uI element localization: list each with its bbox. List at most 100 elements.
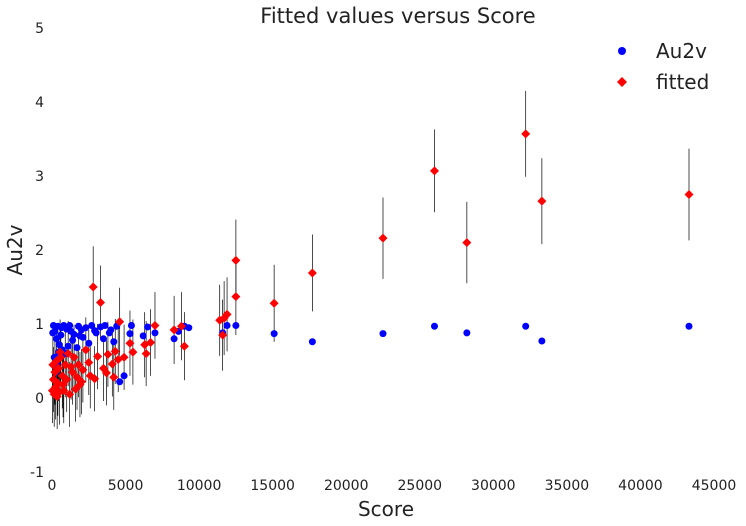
y-tick-label: -1: [30, 465, 44, 481]
y-tick-label: 2: [35, 243, 44, 259]
fitted-point: [521, 129, 531, 139]
fitted-point: [150, 320, 160, 330]
observed-point: [97, 323, 105, 331]
observed-point: [55, 341, 63, 349]
legend: Au2v fitted: [617, 39, 709, 94]
fitted-point: [48, 375, 58, 384]
y-tick-labels: -1 0 1 2 3 4 5: [30, 21, 44, 481]
y-axis-label: Au2v: [3, 224, 27, 275]
fitted-point: [66, 362, 76, 372]
fitted-point: [101, 368, 111, 378]
fitted-point: [75, 380, 85, 390]
observed-point: [430, 322, 438, 330]
observed-point: [73, 344, 81, 352]
fitted-point: [72, 372, 82, 382]
observed-point: [91, 327, 99, 335]
fitted-point: [55, 347, 65, 357]
x-axis-label: Score: [358, 497, 414, 521]
observed-point: [69, 336, 77, 344]
fitted-point: [96, 298, 106, 308]
observed-point: [151, 329, 159, 337]
fitted-point: [269, 298, 279, 308]
fitted-point: [58, 380, 68, 390]
observed-point: [49, 321, 57, 329]
observed-point: [139, 332, 147, 340]
fitted-point: [81, 345, 91, 355]
x-tick-label: 30000: [471, 478, 516, 494]
fitted-points: [47, 129, 694, 402]
fitted-point: [110, 346, 120, 356]
observed-point: [308, 338, 316, 346]
fitted-point: [109, 372, 119, 382]
legend-label-fitted: fitted: [656, 70, 709, 94]
fitted-point: [307, 268, 317, 278]
legend-label-au2v: Au2v: [656, 39, 707, 63]
fitted-point: [125, 338, 135, 348]
observed-point: [88, 321, 96, 329]
observed-point: [52, 335, 60, 343]
fitted-point: [50, 367, 60, 377]
observed-points: [49, 321, 693, 386]
observed-point: [232, 321, 240, 329]
fitted-point: [218, 330, 228, 340]
fitted-point: [179, 341, 189, 351]
fitted-errorbars: [52, 90, 690, 430]
legend-marker-fitted: [617, 77, 627, 87]
fitted-point: [231, 292, 241, 302]
x-tick-label: 25000: [398, 478, 443, 494]
fitted-point: [169, 325, 179, 335]
fitted-point: [90, 374, 100, 384]
fitted-point: [231, 255, 241, 265]
x-tick-label: 0: [48, 478, 57, 494]
fitted-point: [48, 360, 58, 370]
fitted-point: [429, 166, 439, 176]
fitted-point: [65, 389, 75, 399]
x-tick-label: 5000: [108, 478, 144, 494]
y-tick-label: 1: [35, 317, 44, 333]
observed-point: [49, 329, 57, 337]
x-tick-label: 35000: [545, 478, 590, 494]
y-tick-label: 0: [35, 391, 44, 407]
fitted-point: [115, 317, 125, 327]
fitted-point: [88, 282, 98, 292]
observed-point: [223, 321, 231, 329]
observed-point: [67, 327, 75, 335]
observed-point: [58, 324, 66, 332]
legend-marker-au2v: [618, 47, 626, 55]
fitted-point: [140, 340, 150, 350]
fitted-point: [462, 238, 472, 248]
observed-point: [170, 335, 178, 343]
chart-title: Fitted values versus Score: [260, 4, 535, 28]
y-tick-label: 3: [35, 169, 44, 185]
fitted-point: [176, 321, 186, 331]
observed-point: [110, 338, 118, 346]
observed-point: [120, 372, 128, 380]
fitted-point: [141, 349, 151, 359]
observed-point: [144, 323, 152, 331]
fitted-point: [73, 360, 83, 370]
fitted-point: [537, 196, 547, 206]
y-tick-label: 4: [35, 95, 44, 111]
observed-point: [126, 330, 134, 338]
observed-point: [74, 322, 82, 330]
fitted-point: [107, 359, 117, 369]
x-tick-labels: 0 5000 10000 15000 20000 25000 30000 35000 40000…: [48, 478, 737, 494]
observed-point: [107, 326, 115, 334]
observed-point: [64, 342, 72, 350]
fitted-point: [69, 352, 79, 362]
x-tick-label: 10000: [177, 478, 222, 494]
observed-point: [379, 330, 387, 338]
fitted-point: [57, 371, 67, 381]
observed-point: [463, 329, 471, 337]
x-tick-label: 20000: [324, 478, 369, 494]
fitted-point: [84, 357, 94, 367]
observed-point: [85, 339, 93, 347]
fitted-point: [63, 349, 73, 359]
observed-point: [99, 335, 107, 343]
observed-point: [76, 332, 84, 340]
observed-point: [685, 322, 693, 330]
observed-point: [538, 337, 546, 345]
x-tick-label: 45000: [692, 478, 737, 494]
observed-point: [116, 378, 124, 386]
